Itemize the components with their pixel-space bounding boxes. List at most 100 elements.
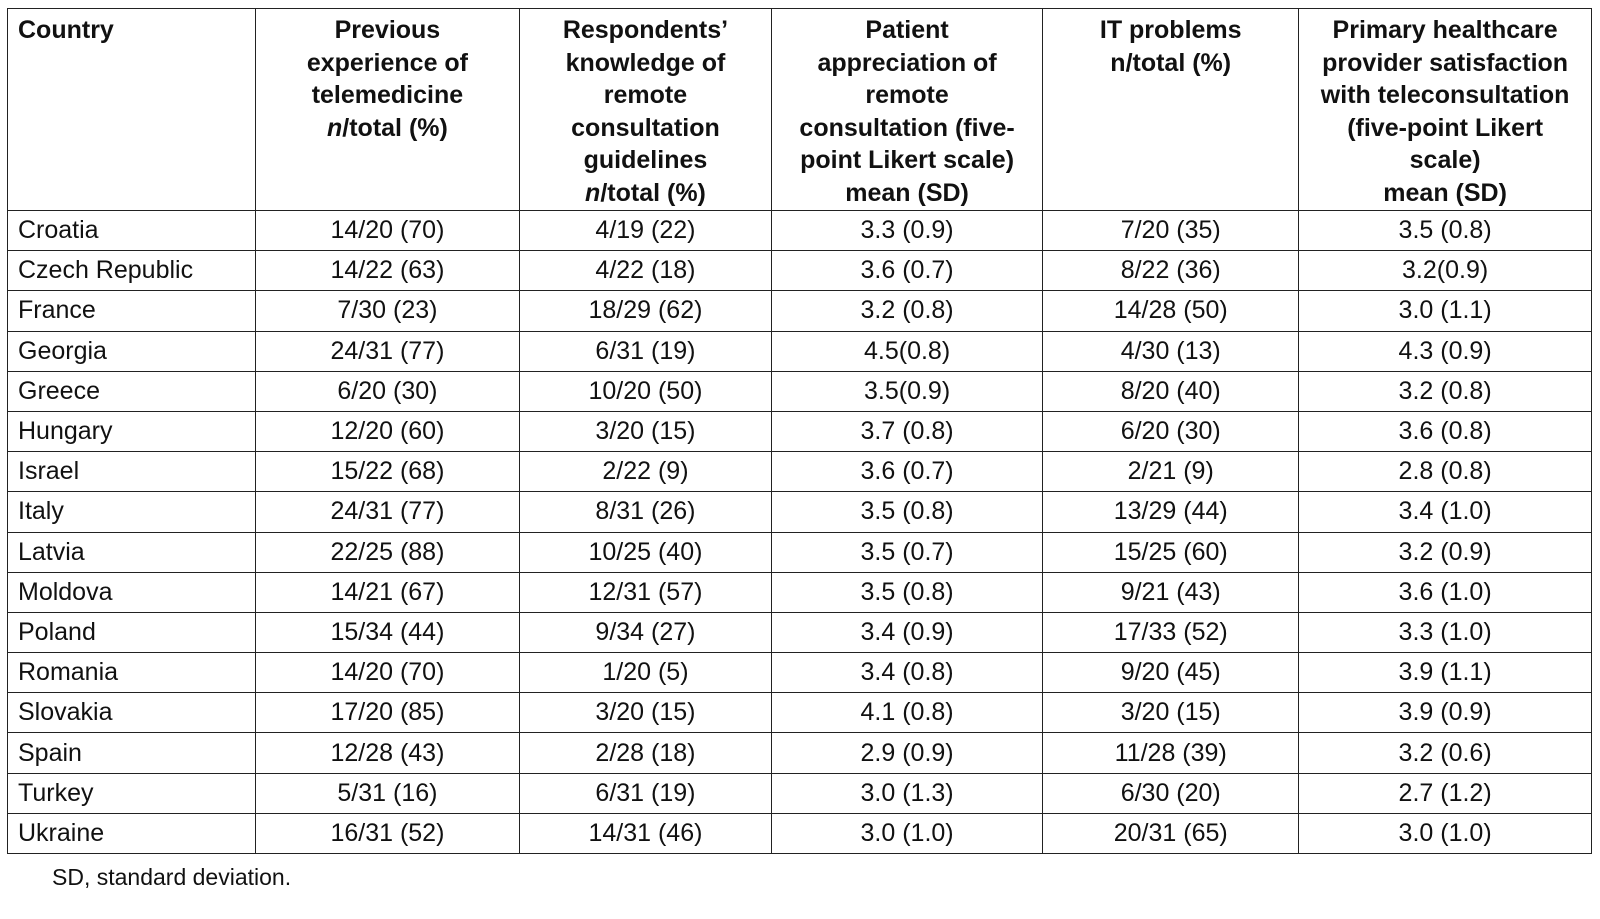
header-text: mean (SD) — [845, 178, 969, 207]
header-line: with teleconsultation — [1299, 79, 1591, 112]
header-text: Previous — [334, 16, 441, 44]
header-italic-text: n — [327, 113, 343, 142]
header-line: scale) — [1299, 144, 1591, 177]
header-text: consultation — [571, 113, 720, 142]
value-cell: 3.0 (1.0) — [770, 812, 1044, 855]
value-cell: 6/31 (19) — [519, 330, 772, 372]
value-cell: 3.0 (1.1) — [1298, 290, 1592, 332]
value-cell: 5/31 (16) — [254, 772, 521, 814]
header-text: /total (%) — [342, 113, 448, 142]
header-italic-text: n — [585, 178, 601, 207]
value-cell: 3.3 (1.0) — [1298, 611, 1592, 654]
header-patient-appreciation: Patient appreciation of remote consultation… — [770, 8, 1044, 211]
value-cell: 22/25 (88) — [254, 531, 521, 573]
value-cell: 4.5(0.8) — [770, 330, 1044, 372]
value-cell: 3/20 (15) — [519, 692, 772, 734]
value-cell: 3.7 (0.8) — [770, 410, 1044, 453]
table-body: Croatia 14/20 (70) 4/19 (22) 3.3 (0.9) 7/20 … — [7, 209, 1592, 855]
value-cell: 3.6 (1.0) — [1298, 571, 1592, 613]
header-line: IT problems — [1043, 14, 1298, 47]
header-line: n/total (%) — [520, 177, 771, 210]
header-text: Primary healthcare — [1332, 16, 1558, 44]
table-row: Latvia 22/25 (88) 10/25 (40) 3.5 (0.7) 15/25… — [7, 531, 1592, 573]
value-cell: 3.9 (0.9) — [1298, 692, 1592, 734]
table-row: Turkey 5/31 (16) 6/31 (19) 3.0 (1.3) 6/30 (2… — [7, 772, 1592, 814]
value-cell: 14/28 (50) — [1042, 290, 1300, 332]
header-text: remote — [603, 81, 688, 109]
header-line: Patient — [772, 14, 1042, 47]
value-cell: 3.5 (0.8) — [770, 571, 1044, 613]
country-cell: Croatia — [7, 209, 256, 252]
value-cell: 17/33 (52) — [1042, 611, 1300, 654]
header-line: consultation — [520, 112, 771, 145]
header-line: Country — [18, 14, 255, 47]
value-cell: 2/22 (9) — [519, 451, 772, 493]
value-cell: 15/34 (44) — [254, 611, 521, 654]
header-line: knowledge of — [520, 47, 771, 80]
header-it-problems: IT problems n/total (%) — [1042, 8, 1300, 211]
value-cell: 14/31 (46) — [519, 812, 772, 855]
table-row: Georgia 24/31 (77) 6/31 (19) 4.5(0.8) 4/30 (… — [7, 330, 1592, 372]
value-cell: 2/21 (9) — [1042, 451, 1300, 493]
table-row: France 7/30 (23) 18/29 (62) 3.2 (0.8) 14/28 … — [7, 290, 1592, 332]
header-line: Previous — [256, 14, 519, 47]
table-row: Italy 24/31 (77) 8/31 (26) 3.5 (0.8) 13/29 (… — [7, 491, 1592, 533]
value-cell: 13/29 (44) — [1042, 491, 1300, 533]
value-cell: 1/20 (5) — [519, 652, 772, 694]
header-line: provider satisfaction — [1299, 47, 1591, 80]
country-cell: Latvia — [7, 531, 256, 573]
header-text: /total (%) — [600, 178, 706, 207]
value-cell: 10/25 (40) — [519, 531, 772, 573]
header-text: Country — [18, 16, 114, 44]
country-cell: Greece — [7, 370, 256, 412]
value-cell: 4.1 (0.8) — [770, 692, 1044, 734]
value-cell: 3.6 (0.7) — [770, 451, 1044, 493]
table-row: Czech Republic 14/22 (63) 4/22 (18) 3.6 (0.… — [7, 250, 1592, 292]
value-cell: 2.7 (1.2) — [1298, 772, 1592, 814]
country-cell: Italy — [7, 491, 256, 533]
value-cell: 6/20 (30) — [254, 370, 521, 412]
value-cell: 6/31 (19) — [519, 772, 772, 814]
header-text: n/total (%) — [1110, 48, 1232, 77]
value-cell: 14/20 (70) — [254, 652, 521, 694]
value-cell: 3.3 (0.9) — [770, 209, 1044, 252]
value-cell: 14/20 (70) — [254, 209, 521, 252]
value-cell: 14/22 (63) — [254, 250, 521, 292]
header-text: provider satisfaction — [1322, 48, 1569, 77]
value-cell: 3.2 (0.9) — [1298, 531, 1592, 573]
value-cell: 3.2 (0.8) — [1298, 370, 1592, 412]
value-cell: 20/31 (65) — [1042, 812, 1300, 855]
table-row: Greece 6/20 (30) 10/20 (50) 3.5(0.9) 8/20 (4… — [7, 370, 1592, 412]
value-cell: 18/29 (62) — [519, 290, 772, 332]
value-cell: 3.6 (0.7) — [770, 250, 1044, 292]
value-cell: 3.4 (1.0) — [1298, 491, 1592, 533]
country-cell: Hungary — [7, 410, 256, 453]
value-cell: 12/20 (60) — [254, 410, 521, 453]
header-line: guidelines — [520, 144, 771, 177]
value-cell: 3/20 (15) — [1042, 692, 1300, 734]
value-cell: 3.2 (0.8) — [770, 290, 1044, 332]
value-cell: 6/20 (30) — [1042, 410, 1300, 453]
header-line: n/total (%) — [1043, 47, 1298, 80]
header-line: remote — [520, 79, 771, 112]
value-cell: 3.4 (0.9) — [770, 611, 1044, 654]
value-cell: 17/20 (85) — [254, 692, 521, 734]
country-cell: Georgia — [7, 330, 256, 372]
header-text: IT problems — [1099, 16, 1242, 44]
header-text: guidelines — [583, 146, 708, 174]
value-cell: 9/21 (43) — [1042, 571, 1300, 613]
country-cell: Israel — [7, 451, 256, 493]
header-provider-satisfaction: Primary healthcare provider satisfaction w… — [1298, 8, 1592, 211]
table-row: Ukraine 16/31 (52) 14/31 (46) 3.0 (1.0) 20/3… — [7, 812, 1592, 855]
value-cell: 3.5(0.9) — [770, 370, 1044, 412]
value-cell: 9/34 (27) — [519, 611, 772, 654]
header-country: Country — [7, 8, 256, 211]
header-line: consultation (five- — [772, 112, 1042, 145]
header-line: experience of — [256, 47, 519, 80]
country-cell: Romania — [7, 652, 256, 694]
header-line: (five-point Likert — [1299, 112, 1591, 145]
country-cell: Slovakia — [7, 692, 256, 734]
table-header: Country Previous experience of telemedicine… — [7, 8, 1592, 211]
value-cell: 12/31 (57) — [519, 571, 772, 613]
header-text: knowledge of — [565, 48, 726, 77]
